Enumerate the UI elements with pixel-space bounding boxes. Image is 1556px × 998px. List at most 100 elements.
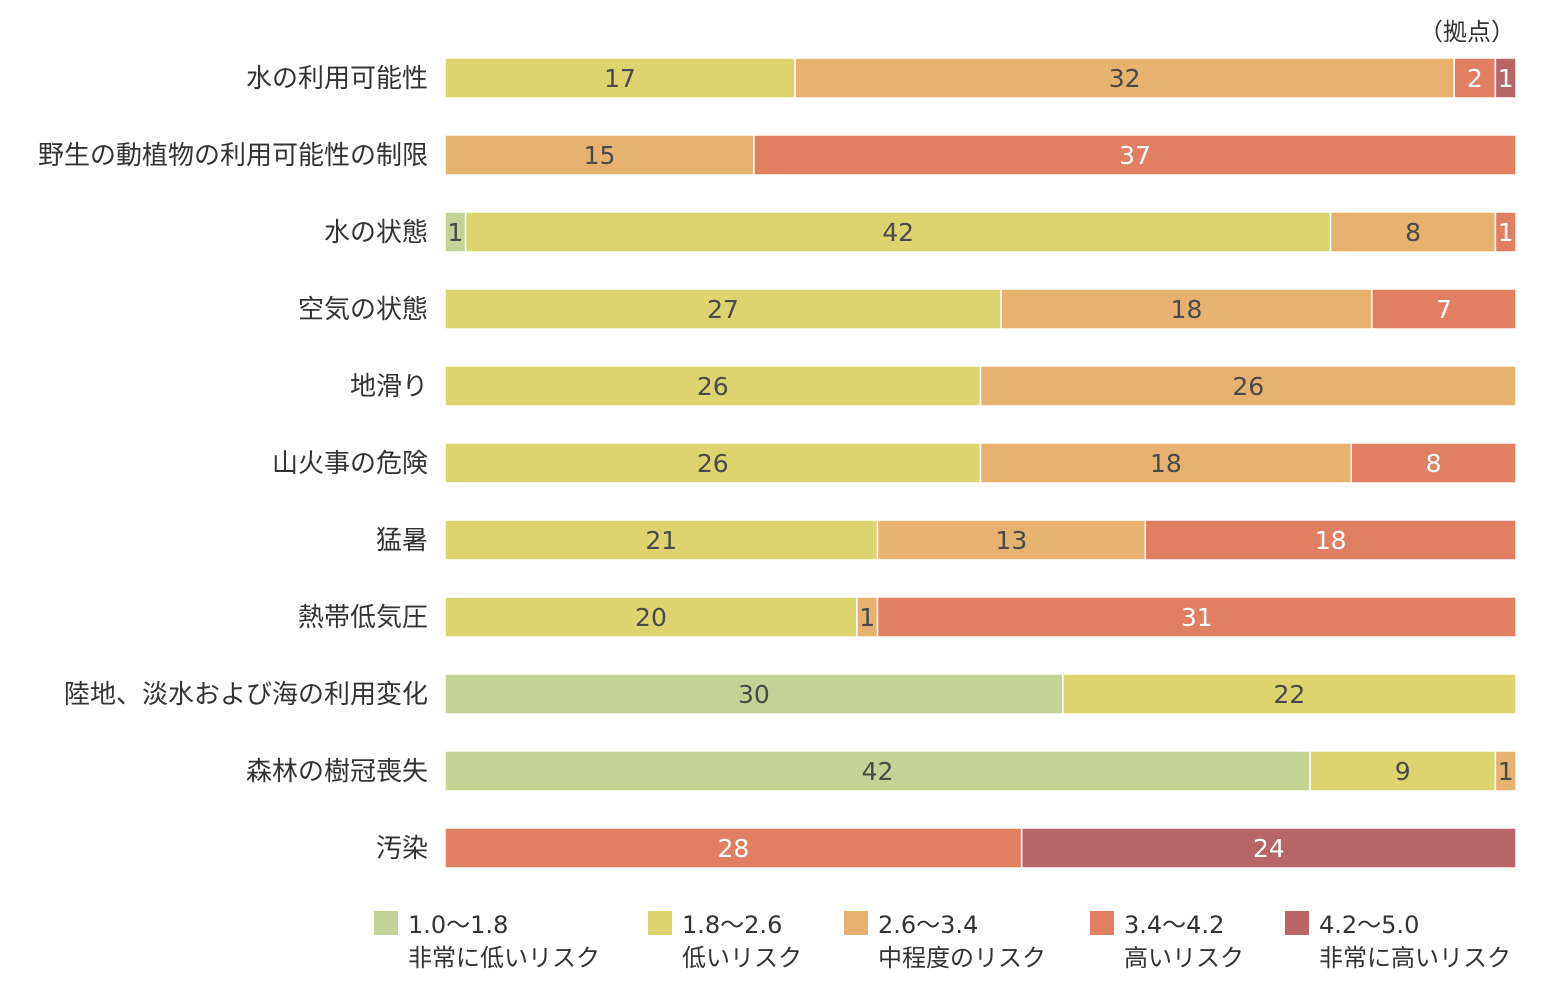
data-label: 22 [1274,680,1306,709]
data-label: 1 [859,603,875,632]
legend-swatch [1090,911,1114,935]
data-label: 26 [697,449,729,478]
data-label: 30 [738,680,770,709]
bar-row: 28 24 [444,827,1517,869]
bar-segment [1329,211,1497,253]
data-label: 18 [1171,295,1203,324]
category-label: 森林の樹冠喪失 [246,757,428,787]
data-label: 2 [1467,64,1483,93]
category-label: 地滑り [350,372,428,402]
bar-segment [444,673,1064,715]
data-label: 7 [1436,295,1452,324]
data-label: 31 [1181,603,1213,632]
data-label: 17 [604,64,636,93]
category-labels: 水の利用可能性野生の動植物の利用可能性の制限水の状態空気の状態地滑り山火事の危険… [38,64,428,864]
bar-segment [1494,211,1517,253]
legend-item: 3.4〜4.2 高いリスク [1090,911,1244,972]
bar-segment [1494,57,1517,99]
data-label: 8 [1426,449,1442,478]
bar-segment [444,442,982,484]
data-label: 42 [862,757,894,786]
category-label: 山火事の危険 [272,449,428,479]
legend-swatch [844,911,868,935]
data-label: 42 [882,218,914,247]
data-label: 26 [697,372,729,401]
category-label: 陸地、淡水および海の利用変化 [64,680,428,710]
legend-swatch [374,911,398,935]
data-label: 37 [1119,141,1151,170]
bar-segment [444,365,982,407]
bar-segment [1020,827,1517,869]
legend-name: 低いリスク [682,944,802,972]
bar-row: 26 18 8 [444,442,1517,484]
data-label: 32 [1109,64,1141,93]
bar-segment [444,57,796,99]
data-label: 15 [584,141,616,170]
data-label: 27 [707,295,739,324]
bar-segment [1494,750,1517,792]
data-label: 1 [1498,757,1514,786]
bar-row: 42 9 1 [444,750,1517,792]
legend-swatch [648,911,672,935]
bar-segment [444,134,755,176]
legend-range: 3.4〜4.2 [1124,911,1224,939]
bar-row: 21 13 18 [444,519,1517,561]
legend-item: 2.6〜3.4 中程度のリスク [844,911,1046,972]
bar-segment [1000,288,1373,330]
category-label: 猛暑 [376,526,428,556]
bar-segment [979,365,1517,407]
data-label: 18 [1315,526,1347,555]
data-label: 9 [1395,757,1411,786]
legend-swatch [1285,911,1309,935]
data-label: 1 [1498,64,1514,93]
legend-name: 中程度のリスク [878,944,1046,972]
legend-item: 1.0〜1.8 非常に低いリスク [374,911,600,972]
bar-row: 26 26 [444,365,1517,407]
data-label: 8 [1405,218,1421,247]
bar-segment [1144,519,1517,561]
data-label: 13 [995,526,1027,555]
data-label: 1 [1498,218,1514,247]
bar-segment [1309,750,1497,792]
bar-segment [1350,442,1517,484]
unit-label: （拠点） [1419,18,1515,46]
bar-segment [794,57,1455,99]
bar-segment [444,519,879,561]
data-label: 28 [717,834,749,863]
category-label: 空気の状態 [298,295,428,325]
bar-segment [1453,57,1497,99]
data-label: 26 [1232,372,1264,401]
legend-range: 4.2〜5.0 [1319,911,1419,939]
bar-segment [444,288,1002,330]
data-label: 21 [645,526,677,555]
legend-name: 高いリスク [1124,944,1244,972]
bar-row: 30 22 [444,673,1517,715]
legend-name: 非常に低いリスク [408,944,600,972]
data-label: 1 [447,218,463,247]
legend-range: 1.8〜2.6 [682,911,782,939]
legend-name: 非常に高いリスク [1319,944,1511,972]
bar-row: 1 42 8 1 [444,211,1517,253]
data-label: 18 [1150,449,1182,478]
category-label: 水の利用可能性 [246,64,428,94]
bar-row: 17 32 2 1 [444,57,1517,99]
bar-row: 15 37 [444,134,1517,176]
bar-segment [753,134,1517,176]
legend-range: 1.0〜1.8 [408,911,508,939]
legend-range: 2.6〜3.4 [878,911,978,939]
legend-item: 1.8〜2.6 低いリスク [648,911,802,972]
bar-row: 20 1 31 [444,596,1517,638]
category-label: 水の状態 [324,218,428,248]
bar-segment [464,211,1332,253]
category-label: 野生の動植物の利用可能性の制限 [38,141,428,171]
bar-segment [876,596,1517,638]
category-label: 汚染 [376,834,428,864]
category-label: 熱帯低気圧 [298,603,428,633]
bar-segment [876,519,1147,561]
bar-row: 27 18 7 [444,288,1517,330]
legend: 1.0〜1.8 非常に低いリスク 1.8〜2.6 低いリスク 2.6〜3.4 中程度のリス… [374,911,1511,972]
bar-segment [1371,288,1517,330]
legend-item: 4.2〜5.0 非常に高いリスク [1285,911,1511,972]
